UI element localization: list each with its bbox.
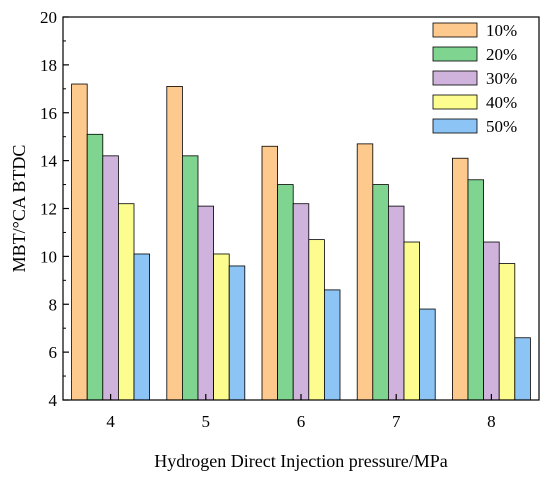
bar-30pct-4: [102, 155, 119, 401]
y-tick-label: 10: [40, 247, 57, 266]
bar-10pct-8: [451, 157, 469, 401]
bar-40pct-8: [498, 263, 516, 401]
bar-40pct-6: [308, 239, 325, 401]
bar-10pct-4: [71, 83, 88, 401]
bar-30pct-8: [483, 241, 500, 401]
legend-label: 40%: [486, 93, 517, 112]
y-tick-label: 4: [49, 391, 58, 410]
bar-30pct-7: [387, 205, 405, 401]
bar-40pct-5: [213, 253, 230, 401]
legend: 10% 20% 30% 40% 50%: [432, 21, 517, 136]
y-tick-label: 16: [40, 104, 57, 123]
legend-label: 50%: [486, 117, 517, 136]
legend-label: 30%: [486, 69, 517, 88]
y-tick-label: 12: [40, 200, 57, 219]
legend-swatch: [432, 118, 478, 134]
legend-swatch: [432, 46, 478, 62]
bar-20pct-4: [86, 133, 104, 401]
bar-50pct-6: [323, 289, 341, 401]
bar-30pct-5: [197, 205, 215, 401]
bar-50pct-5: [228, 265, 246, 401]
bar-10pct-6: [261, 145, 279, 401]
legend-swatch: [432, 70, 478, 86]
bar-40pct-7: [403, 241, 421, 401]
y-tick-label: 14: [40, 152, 58, 171]
x-tick-label: 6: [297, 412, 306, 431]
x-tick-label: 5: [202, 412, 211, 431]
bar-10pct-5: [166, 86, 183, 401]
x-tick-label: 8: [487, 412, 496, 431]
bar-20pct-5: [181, 155, 199, 401]
bar-20pct-6: [277, 184, 294, 401]
y-tick-label: 6: [49, 343, 58, 362]
legend-swatch: [432, 94, 478, 110]
y-tick-label: 8: [49, 295, 58, 314]
y-axis: 4 6 8 10 12 14 16 18 20: [40, 8, 69, 410]
legend-swatch: [432, 22, 478, 38]
x-tick-label: 4: [106, 412, 115, 431]
bar-40pct-4: [118, 203, 135, 401]
x-axis-title: Hydrogen Direct Injection pressure/MPa: [154, 451, 447, 471]
y-axis-title: MBT/°CA BTDC: [9, 145, 29, 273]
bars-group: [71, 83, 531, 401]
bar-20pct-8: [467, 179, 485, 401]
legend-label: 10%: [486, 21, 517, 40]
x-axis: 4 5 6 7 8: [106, 394, 496, 431]
y-tick-label: 18: [40, 56, 57, 75]
legend-label: 20%: [486, 45, 517, 64]
y-tick-label: 20: [40, 8, 57, 27]
bar-20pct-7: [372, 184, 389, 401]
bar-50pct-4: [133, 253, 151, 401]
bar-30pct-6: [292, 203, 310, 401]
x-tick-label: 7: [392, 412, 401, 431]
bar-10pct-7: [356, 143, 374, 401]
bar-50pct-7: [419, 308, 436, 401]
bar-50pct-8: [514, 337, 531, 401]
